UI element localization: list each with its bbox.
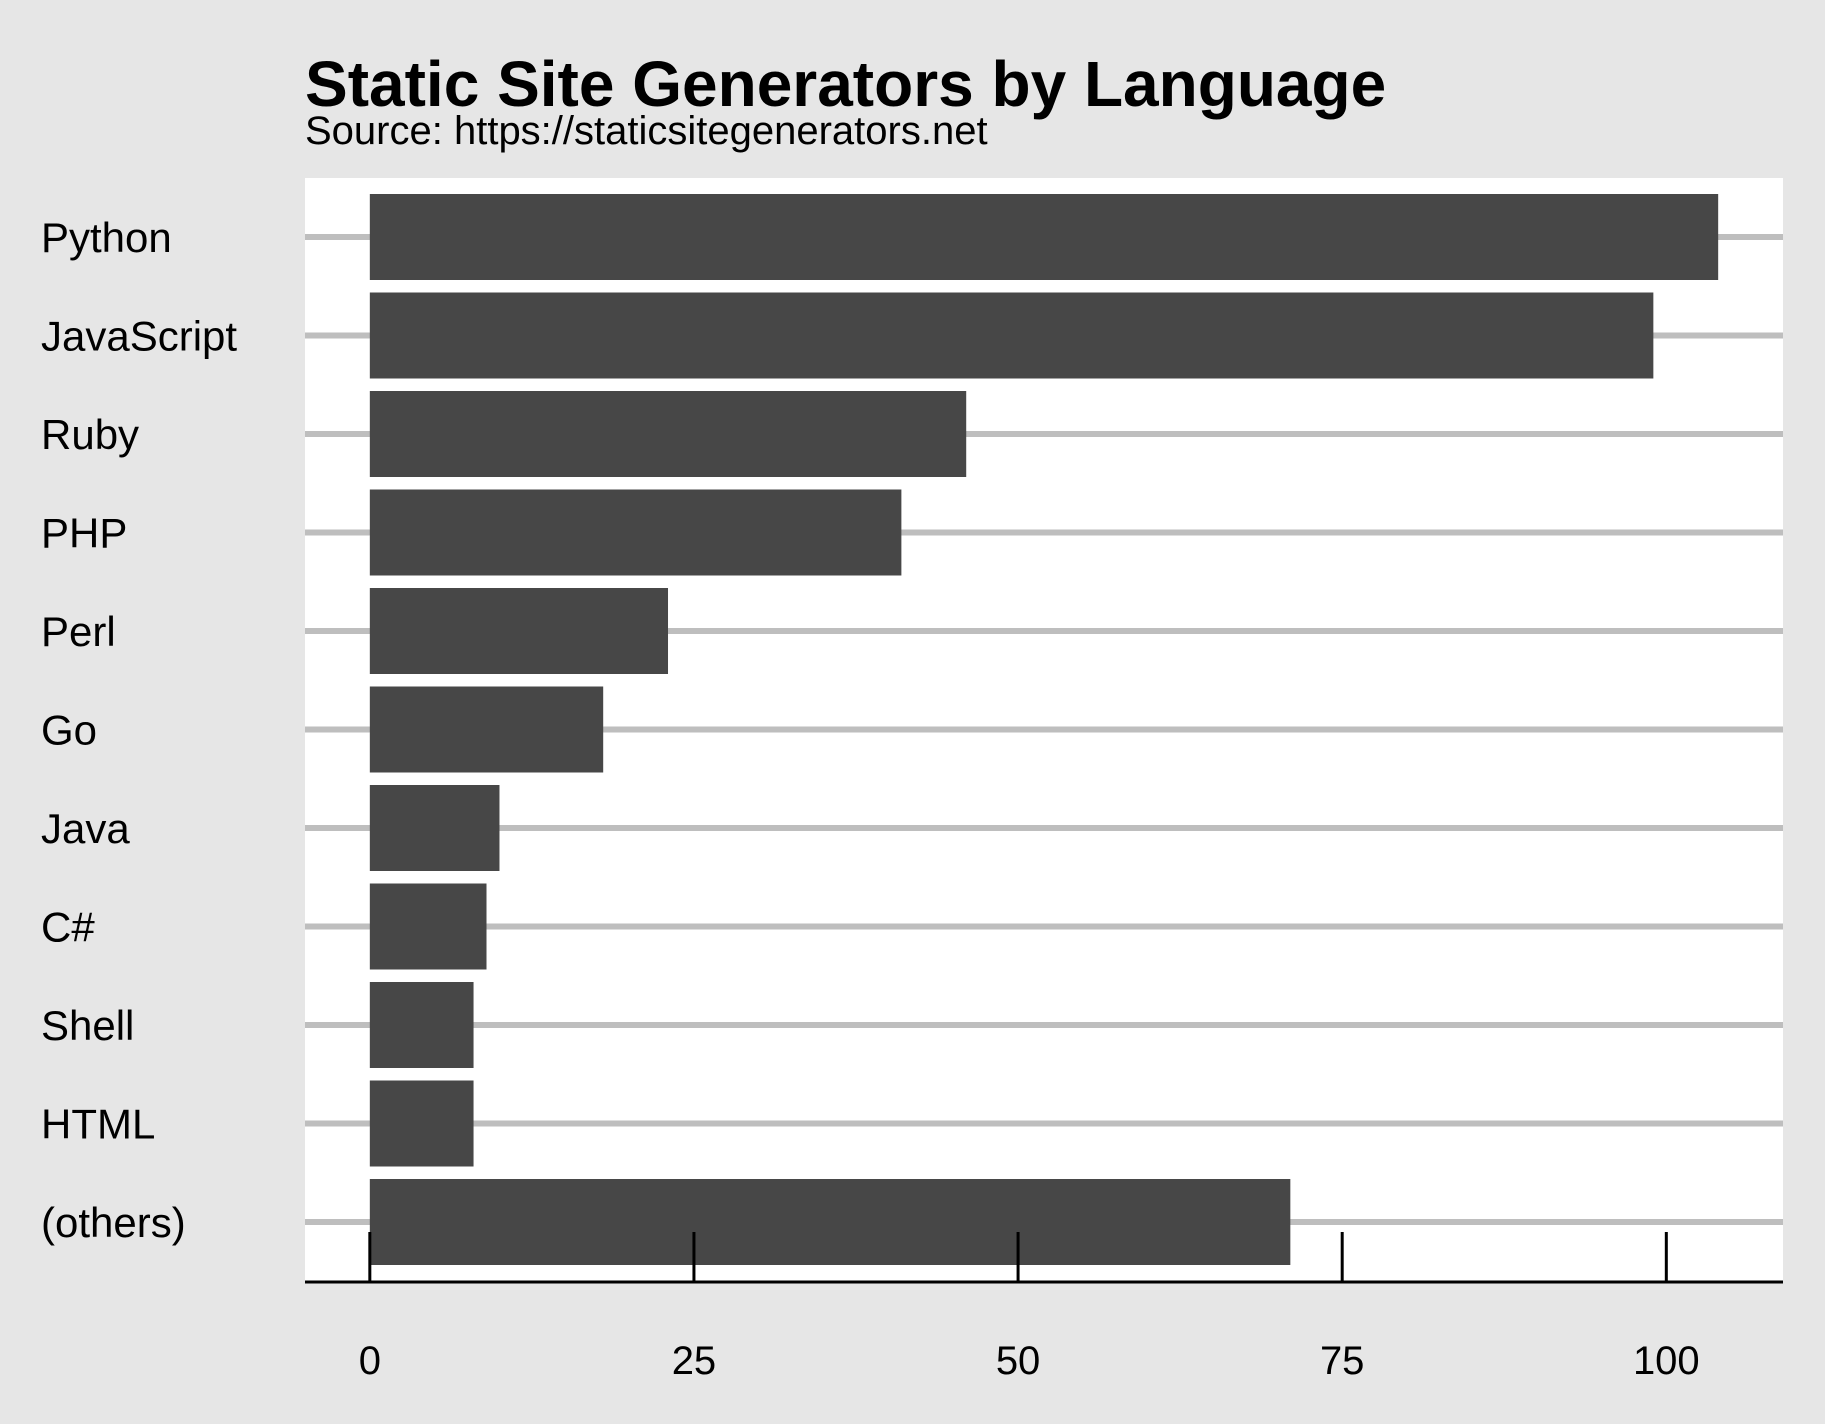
category-label-c: C# (41, 904, 95, 951)
category-label-php: PHP (41, 510, 127, 557)
bar-java (369, 785, 500, 871)
x-axis: 0 25 50 75 100 (305, 1232, 1783, 1383)
x-tick-label-75: 75 (1320, 1339, 1365, 1383)
bars (369, 194, 1719, 1265)
category-label-go: Go (41, 707, 97, 754)
category-labels: Python JavaScript Ruby PHP Perl Go Java C# Shell… (41, 214, 237, 1246)
category-label-perl: Perl (41, 608, 116, 655)
category-label-html: HTML (41, 1101, 155, 1148)
bar-python (369, 194, 1719, 280)
bar-others (369, 1179, 1291, 1265)
bar-php (369, 489, 902, 576)
category-label-javascript: JavaScript (41, 313, 237, 360)
x-tick-label-25: 25 (672, 1339, 717, 1383)
chart-title: Static Site Generators by Language (305, 48, 1386, 120)
bar-c (369, 883, 487, 970)
chart-subtitle: Source: https://staticsitegenerators.net (305, 109, 988, 153)
category-label-java: Java (41, 805, 130, 852)
category-label-others: (others) (41, 1199, 186, 1246)
category-label-shell: Shell (41, 1002, 134, 1049)
category-label-ruby: Ruby (41, 411, 139, 458)
x-tick-label-100: 100 (1633, 1339, 1700, 1383)
category-label-python: Python (41, 214, 172, 261)
bar-go (369, 686, 604, 773)
bar-shell (369, 982, 474, 1068)
bar-perl (369, 588, 669, 674)
x-tick-label-50: 50 (996, 1339, 1041, 1383)
bar-html (369, 1080, 474, 1167)
x-tick-label-0: 0 (359, 1339, 381, 1383)
bar-ruby (369, 391, 967, 477)
bar-javascript (369, 292, 1654, 379)
